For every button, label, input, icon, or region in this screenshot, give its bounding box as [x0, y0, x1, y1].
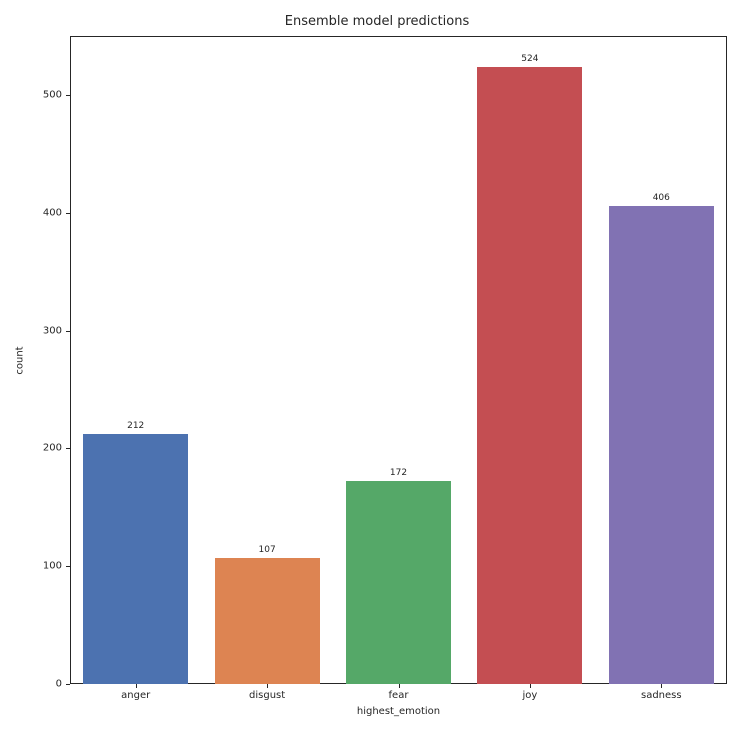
figure: Ensemble model predictions 212 107 172 524 4… [0, 0, 754, 742]
spine-top [70, 36, 727, 37]
bar-value-label: 107 [259, 545, 276, 555]
bar-disgust [215, 558, 320, 684]
bar-value-label: 406 [653, 193, 670, 203]
x-tick [267, 684, 268, 688]
x-tick-label: joy [522, 690, 537, 701]
x-tick-label: fear [389, 690, 409, 701]
bar-value-label: 172 [390, 468, 407, 478]
y-tick [66, 684, 70, 685]
x-tick-label: disgust [249, 690, 285, 701]
y-tick [66, 95, 70, 96]
y-tick [66, 448, 70, 449]
y-tick-label: 300 [43, 325, 62, 336]
plot-area: 212 107 172 524 406 [70, 36, 727, 684]
y-tick [66, 566, 70, 567]
y-tick-label: 0 [56, 679, 62, 690]
chart-title: Ensemble model predictions [0, 14, 754, 29]
y-tick-label: 500 [43, 89, 62, 100]
bar-value-label: 212 [127, 421, 144, 431]
bar-joy [477, 67, 582, 684]
y-axis-label: count [15, 37, 26, 685]
x-tick [399, 684, 400, 688]
x-tick [661, 684, 662, 688]
x-tick-label: sadness [641, 690, 682, 701]
y-tick [66, 213, 70, 214]
bar-anger [83, 434, 188, 684]
y-tick-label: 100 [43, 561, 62, 572]
spine-right [726, 36, 727, 684]
bar-fear [346, 481, 451, 684]
y-tick [66, 331, 70, 332]
y-tick-label: 400 [43, 207, 62, 218]
bar-sadness [609, 206, 714, 684]
x-axis-label: highest_emotion [70, 706, 727, 717]
x-tick-label: anger [121, 690, 150, 701]
x-tick [530, 684, 531, 688]
y-tick-label: 200 [43, 443, 62, 454]
x-tick [136, 684, 137, 688]
spine-left [70, 36, 71, 684]
bar-value-label: 524 [521, 54, 538, 64]
